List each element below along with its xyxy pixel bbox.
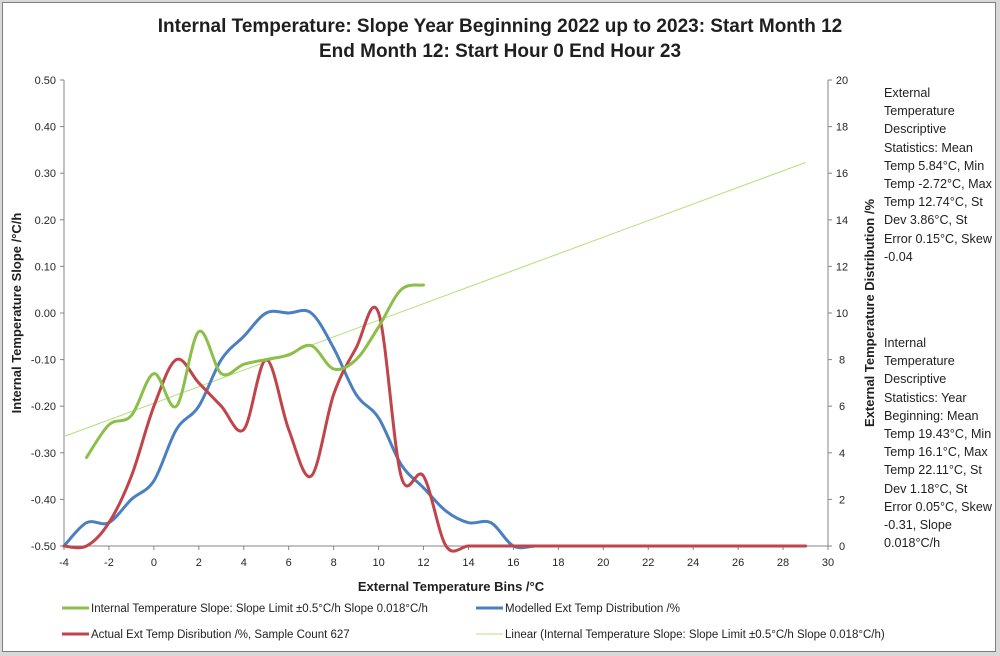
y-tick-label: -0.20: [31, 401, 56, 413]
x-tick-label: 18: [552, 557, 564, 569]
legend-label: Modelled Ext Temp Distribution /%: [505, 603, 680, 615]
x-tick-label: 4: [241, 557, 247, 569]
series-line-0: [85, 283, 425, 459]
x-axis-title: External Temperature Bins /°C: [358, 579, 545, 594]
y2-tick-label: 16: [836, 168, 848, 180]
legend-label: Linear (Internal Temperature Slope: Slop…: [505, 629, 885, 641]
internal-temperature-stats: Internal Temperature Descriptive Statist…: [884, 336, 992, 551]
x-tick-label: 8: [331, 557, 337, 569]
y2-tick-label: 10: [836, 308, 848, 320]
external-temperature-stats: External Temperature Descriptive Statist…: [884, 86, 992, 264]
y2-axis-title: External Temperature Distribution /%: [862, 199, 877, 427]
y2-tick-label: 2: [839, 494, 845, 506]
x-tick-label: -4: [59, 557, 69, 569]
y-tick-label: 0.20: [35, 215, 56, 227]
legend-label: Actual Ext Temp Disribution /%, Sample C…: [91, 629, 350, 641]
x-tick-label: 14: [462, 557, 474, 569]
y2-tick-label: 12: [836, 261, 848, 273]
trendline-series: [63, 162, 806, 437]
y-tick-label: 0.40: [35, 122, 56, 134]
x-tick-label: 12: [417, 557, 429, 569]
x-tick-label: 28: [777, 557, 789, 569]
y2-tick-label: 8: [839, 355, 845, 367]
y-tick-label: 0.10: [35, 261, 56, 273]
y2-tick-label: 14: [836, 215, 848, 227]
x-tick-label: 24: [687, 557, 699, 569]
x-tick-label: 2: [196, 557, 202, 569]
y2-tick-label: 0: [839, 541, 845, 553]
y-tick-label: 0.50: [35, 75, 56, 87]
x-tick-label: 6: [286, 557, 292, 569]
x-tick-label: -2: [104, 557, 114, 569]
y2-tick-label: 18: [836, 122, 848, 134]
x-tick-label: 22: [642, 557, 654, 569]
y2-tick-label: 20: [836, 75, 848, 87]
x-tick-label: 20: [597, 557, 609, 569]
x-tick-label: 16: [507, 557, 519, 569]
x-tick-label: 0: [151, 557, 157, 569]
legend: Internal Temperature Slope: Slope Limit …: [62, 603, 885, 641]
series-line-2: [62, 305, 807, 553]
y-axis-title: Internal Temperature Slope /°C/h: [9, 213, 24, 414]
y2-tick-label: 4: [839, 448, 845, 460]
y-tick-label: -0.50: [31, 541, 56, 553]
y-tick-label: 0.00: [35, 308, 56, 320]
x-tick-label: 10: [372, 557, 384, 569]
chart-title: Internal Temperature: Slope Year Beginni…: [0, 14, 1000, 64]
series-group: [62, 162, 807, 553]
y-tick-label: -0.30: [31, 448, 56, 460]
y-tick-label: -0.10: [31, 355, 56, 367]
y2-tick-label: 6: [839, 401, 845, 413]
chart-title-line-1: Internal Temperature: Slope Year Beginni…: [157, 16, 843, 37]
y-tick-label: -0.40: [31, 494, 56, 506]
legend-label: Internal Temperature Slope: Slope Limit …: [91, 603, 428, 615]
y-tick-label: 0.30: [35, 168, 56, 180]
x-tick-label: 26: [732, 557, 744, 569]
x-tick-label: 30: [822, 557, 834, 569]
chart-title-line-2: End Month 12: Start Hour 0 End Hour 23: [318, 41, 682, 62]
axes-group: -0.50 -0.40 -0.30 -0.20 -0.10 0.00 0.10 0.20 0.3…: [31, 75, 848, 569]
